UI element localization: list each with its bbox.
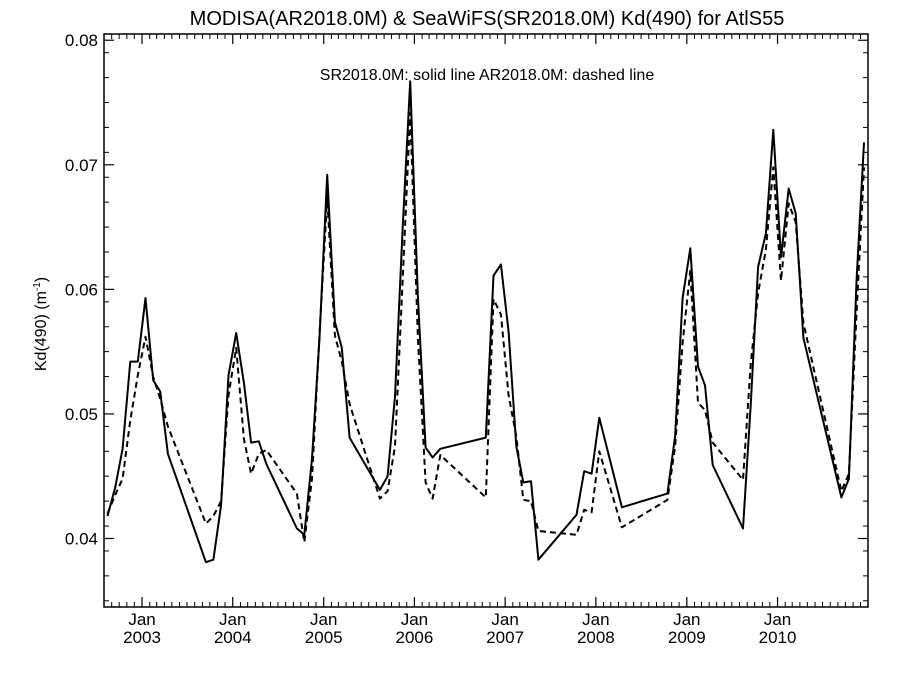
x-tick-label-year: 2007 bbox=[486, 628, 524, 647]
x-tick-label-year: 2006 bbox=[396, 628, 434, 647]
x-tick-label-month: Jan bbox=[673, 610, 700, 629]
x-tick-label-year: 2009 bbox=[668, 628, 706, 647]
x-tick-label-month: Jan bbox=[219, 610, 246, 629]
x-tick-label-month: Jan bbox=[128, 610, 155, 629]
chart-annotation: SR2018.0M: solid line AR2018.0M: dashed … bbox=[320, 67, 655, 84]
y-tick-label: 0.06 bbox=[65, 280, 98, 299]
x-tick-label-month: Jan bbox=[764, 610, 791, 629]
series-layer bbox=[106, 80, 865, 564]
plot-frame bbox=[103, 33, 869, 608]
x-axis: Jan2003Jan2004Jan2005Jan2006Jan2007Jan20… bbox=[103, 34, 862, 647]
y-axis-label-close: ) bbox=[33, 277, 50, 282]
y-tick-label: 0.07 bbox=[65, 156, 98, 175]
x-tick-label-year: 2004 bbox=[214, 628, 252, 647]
y-axis-label-main: Kd(490) (m bbox=[33, 291, 50, 371]
chart-title: MODISA(AR2018.0M) & SeaWiFS(SR2018.0M) K… bbox=[190, 8, 785, 30]
y-tick-label: 0.04 bbox=[65, 529, 98, 548]
y-axis-label-superscript: -1 bbox=[32, 282, 43, 291]
series-line-ar2018-0m bbox=[106, 111, 865, 544]
x-tick-label-year: 2010 bbox=[759, 628, 797, 647]
y-axis: 0.04 0.05 0.06 0.07 0.08 bbox=[65, 31, 868, 602]
x-tick-label-year: 2003 bbox=[123, 628, 161, 647]
x-tick-label-month: Jan bbox=[491, 610, 518, 629]
x-tick-label-month: Jan bbox=[310, 610, 337, 629]
x-tick-label-year: 2005 bbox=[305, 628, 343, 647]
x-tick-label-month: Jan bbox=[582, 610, 609, 629]
y-axis-label: Kd(490) (m-1) bbox=[32, 277, 50, 371]
y-tick-label: 0.05 bbox=[65, 405, 98, 424]
x-tick-label-month: Jan bbox=[401, 610, 428, 629]
y-tick-label: 0.08 bbox=[65, 31, 98, 50]
x-tick-label-year: 2008 bbox=[577, 628, 615, 647]
